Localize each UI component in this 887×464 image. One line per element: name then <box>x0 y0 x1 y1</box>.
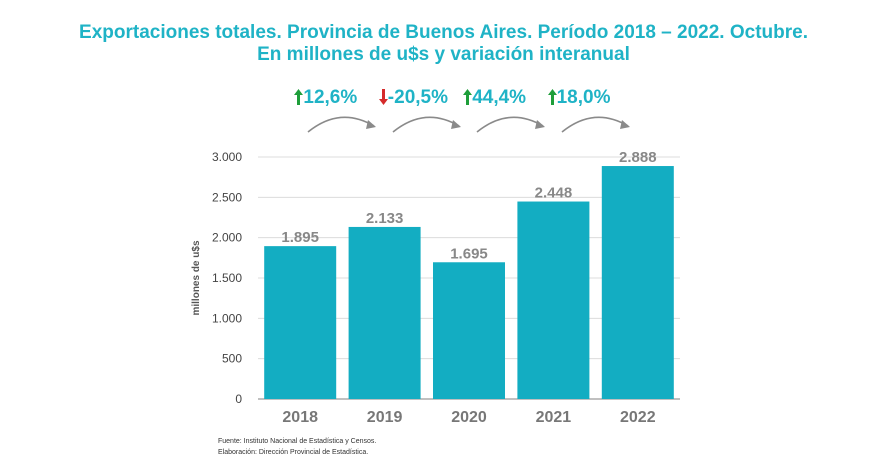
variation-label: -20,5% <box>378 86 448 110</box>
bar <box>517 201 590 399</box>
y-axis-label: millones de u$s <box>191 240 202 315</box>
elaboration-note: Elaboración: Dirección Provincial de Est… <box>218 449 369 456</box>
bar <box>348 226 421 399</box>
y-tick-label: 0 <box>235 392 242 406</box>
bar <box>433 262 505 399</box>
source-note: Fuente: Instituto Nacional de Estadístic… <box>218 438 377 445</box>
data-label: 1.895 <box>281 229 319 246</box>
variation-label: 44,4% <box>463 86 526 110</box>
x-tick-label: 2019 <box>367 409 403 426</box>
y-tick-label: 1.000 <box>212 311 242 325</box>
x-tick-label: 2022 <box>620 409 656 426</box>
variation-value: 12,6% <box>303 87 358 108</box>
x-tick-label: 2021 <box>536 409 572 426</box>
arrow-up-icon <box>547 89 557 105</box>
data-label: 2.133 <box>366 210 404 227</box>
variation-label: 12,6% <box>294 86 357 110</box>
variation-label: 18,0% <box>547 86 611 110</box>
arrow-down-icon <box>378 89 388 105</box>
y-tick-label: 1.500 <box>212 271 242 285</box>
curved-arrow-icon <box>392 116 461 133</box>
variation-value: 44,4% <box>472 87 527 108</box>
arrow-up-icon <box>463 89 473 105</box>
arrow-up-icon <box>294 89 304 105</box>
variation-row: 12,6% -20,5% 44,4% 18,0% <box>0 86 887 136</box>
curved-arrow-icon <box>307 116 377 133</box>
chart-title: Exportaciones totales. Provincia de Buen… <box>0 22 887 66</box>
x-tick-label: 2018 <box>282 409 318 426</box>
variation-value: -20,5% <box>387 87 448 108</box>
bar <box>601 166 674 399</box>
bar <box>264 246 337 399</box>
title-line-2: En millones de u$s y variación interanua… <box>257 44 630 65</box>
data-label: 2.448 <box>535 185 573 202</box>
x-tick-label: 2020 <box>451 409 487 426</box>
variation-value: 18,0% <box>556 87 611 108</box>
y-tick-label: 500 <box>222 352 242 366</box>
title-line-1: Exportaciones totales. Provincia de Buen… <box>79 22 808 43</box>
data-label: 1.695 <box>450 245 488 262</box>
curved-arrow-icon <box>561 116 630 133</box>
y-tick-label: 2.000 <box>212 231 242 245</box>
data-label: 2.888 <box>619 149 657 166</box>
y-tick-label: 3.000 <box>212 150 242 164</box>
y-tick-label: 2.500 <box>212 190 242 204</box>
curved-arrow-icon <box>476 116 546 133</box>
